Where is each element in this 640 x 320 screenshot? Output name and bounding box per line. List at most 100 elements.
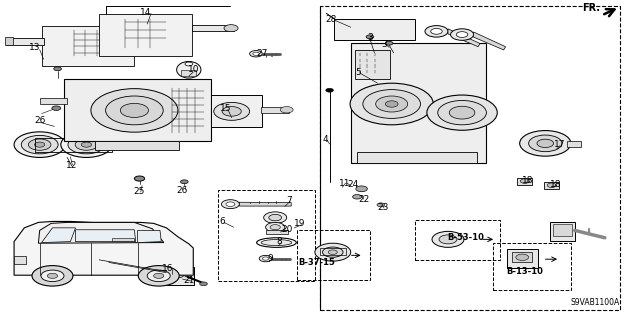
Polygon shape bbox=[40, 98, 67, 104]
Circle shape bbox=[366, 35, 374, 39]
Circle shape bbox=[315, 243, 351, 261]
Text: 21: 21 bbox=[183, 276, 195, 285]
Circle shape bbox=[451, 29, 474, 40]
Circle shape bbox=[154, 273, 164, 278]
Circle shape bbox=[328, 250, 337, 254]
Text: 13: 13 bbox=[29, 43, 41, 52]
Circle shape bbox=[385, 41, 393, 45]
Text: 3: 3 bbox=[367, 33, 372, 42]
Circle shape bbox=[214, 102, 250, 120]
Circle shape bbox=[456, 32, 468, 37]
Polygon shape bbox=[165, 267, 194, 285]
Polygon shape bbox=[211, 95, 262, 127]
Polygon shape bbox=[261, 107, 289, 113]
Polygon shape bbox=[134, 42, 166, 47]
Text: 26: 26 bbox=[34, 116, 45, 125]
Circle shape bbox=[35, 142, 45, 147]
Circle shape bbox=[259, 255, 272, 262]
Circle shape bbox=[438, 100, 486, 125]
Text: 5: 5 bbox=[356, 68, 361, 77]
Circle shape bbox=[226, 202, 235, 206]
Polygon shape bbox=[553, 224, 572, 236]
Polygon shape bbox=[64, 79, 211, 141]
Circle shape bbox=[68, 135, 105, 154]
Circle shape bbox=[14, 132, 65, 157]
Circle shape bbox=[323, 247, 343, 257]
Polygon shape bbox=[507, 249, 538, 268]
Polygon shape bbox=[334, 19, 415, 40]
Polygon shape bbox=[42, 228, 76, 243]
Text: 12: 12 bbox=[66, 161, 77, 170]
Circle shape bbox=[266, 222, 285, 232]
Circle shape bbox=[134, 176, 145, 181]
Circle shape bbox=[537, 139, 554, 148]
Circle shape bbox=[431, 28, 442, 34]
Polygon shape bbox=[544, 182, 559, 189]
Circle shape bbox=[32, 266, 73, 286]
Circle shape bbox=[180, 180, 188, 184]
Polygon shape bbox=[14, 256, 26, 264]
Text: 4: 4 bbox=[323, 135, 328, 144]
Polygon shape bbox=[355, 50, 390, 79]
Polygon shape bbox=[14, 221, 193, 275]
Polygon shape bbox=[517, 178, 532, 185]
Circle shape bbox=[520, 131, 571, 156]
Polygon shape bbox=[38, 222, 164, 243]
Text: 18: 18 bbox=[550, 180, 561, 189]
Circle shape bbox=[185, 62, 193, 66]
Circle shape bbox=[157, 41, 170, 48]
Polygon shape bbox=[512, 252, 532, 262]
Circle shape bbox=[516, 254, 529, 260]
Text: 10: 10 bbox=[188, 65, 199, 74]
Circle shape bbox=[54, 67, 61, 71]
Text: 14: 14 bbox=[140, 8, 152, 17]
Polygon shape bbox=[112, 238, 134, 241]
Ellipse shape bbox=[261, 239, 292, 246]
Text: 7: 7 bbox=[287, 196, 292, 205]
Circle shape bbox=[356, 186, 367, 192]
Circle shape bbox=[264, 212, 287, 223]
Text: 24: 24 bbox=[348, 180, 359, 189]
Polygon shape bbox=[550, 222, 575, 241]
Text: 11: 11 bbox=[339, 179, 350, 188]
Polygon shape bbox=[42, 26, 134, 66]
Polygon shape bbox=[239, 202, 291, 206]
Text: 27: 27 bbox=[257, 49, 268, 58]
Polygon shape bbox=[138, 230, 161, 243]
Text: S9VAB1100A: S9VAB1100A bbox=[570, 298, 620, 307]
Circle shape bbox=[376, 96, 408, 112]
Circle shape bbox=[224, 25, 238, 32]
Circle shape bbox=[529, 135, 562, 152]
Polygon shape bbox=[6, 38, 44, 45]
Text: 8: 8 bbox=[276, 237, 282, 246]
Circle shape bbox=[350, 83, 433, 125]
Text: 3: 3 bbox=[381, 40, 387, 49]
Text: B-13-10: B-13-10 bbox=[506, 267, 543, 276]
Circle shape bbox=[269, 214, 282, 221]
Circle shape bbox=[41, 270, 64, 282]
Circle shape bbox=[250, 51, 262, 57]
Circle shape bbox=[280, 107, 293, 113]
Circle shape bbox=[262, 257, 269, 260]
Circle shape bbox=[200, 282, 207, 286]
Text: 28: 28 bbox=[326, 15, 337, 24]
Text: B-53-10: B-53-10 bbox=[447, 233, 484, 242]
Circle shape bbox=[169, 270, 184, 278]
Circle shape bbox=[385, 101, 398, 107]
Text: 22: 22 bbox=[358, 195, 369, 204]
Polygon shape bbox=[192, 25, 234, 31]
Circle shape bbox=[147, 270, 170, 282]
Circle shape bbox=[353, 195, 362, 199]
Text: 17: 17 bbox=[554, 140, 566, 149]
Circle shape bbox=[120, 103, 148, 117]
Circle shape bbox=[439, 235, 457, 244]
Circle shape bbox=[270, 225, 280, 230]
Polygon shape bbox=[99, 14, 192, 56]
Circle shape bbox=[520, 179, 529, 183]
Polygon shape bbox=[181, 70, 196, 76]
Circle shape bbox=[425, 26, 448, 37]
Polygon shape bbox=[95, 141, 179, 150]
Circle shape bbox=[106, 96, 163, 125]
Text: FR.: FR. bbox=[582, 3, 600, 13]
Text: 19: 19 bbox=[294, 220, 305, 228]
